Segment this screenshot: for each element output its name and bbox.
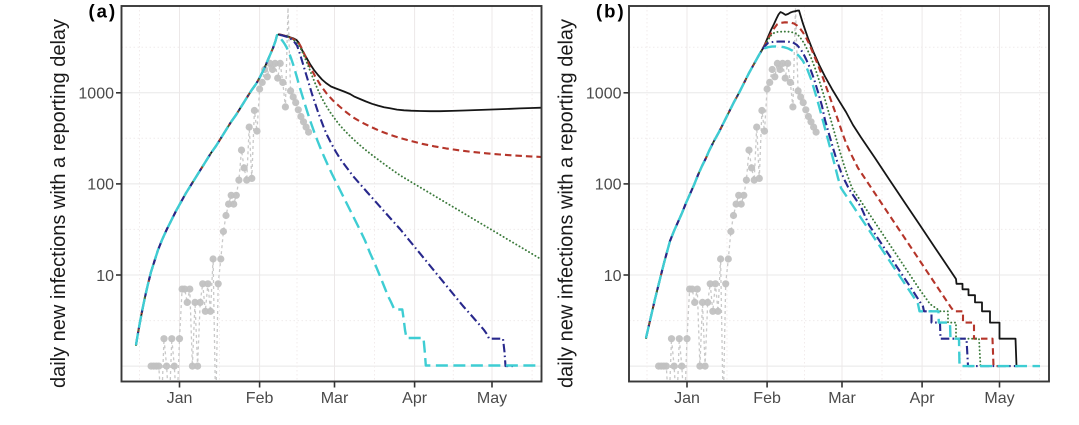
svg-text:10: 10 [96, 268, 114, 285]
svg-text:Feb: Feb [246, 390, 274, 407]
svg-text:Mar: Mar [828, 390, 856, 407]
svg-text:1000: 1000 [78, 86, 114, 103]
svg-text:Apr: Apr [402, 390, 428, 407]
svg-text:Jan: Jan [674, 390, 700, 407]
svg-text:Feb: Feb [753, 390, 781, 407]
svg-text:Jan: Jan [167, 390, 193, 407]
svg-text:May: May [984, 390, 1014, 407]
svg-text:(a): (a) [89, 1, 118, 22]
svg-text:(b): (b) [596, 1, 626, 22]
svg-text:daily new infections with a re: daily new infections with a reporting de… [556, 19, 578, 388]
svg-text:10: 10 [604, 268, 622, 285]
svg-text:Apr: Apr [910, 390, 936, 407]
svg-text:Mar: Mar [321, 390, 349, 407]
svg-text:100: 100 [87, 177, 114, 194]
svg-text:100: 100 [595, 177, 622, 194]
svg-text:May: May [477, 390, 507, 407]
svg-text:1000: 1000 [586, 86, 622, 103]
svg-text:daily new infections with a re: daily new infections with a reporting de… [48, 19, 70, 388]
